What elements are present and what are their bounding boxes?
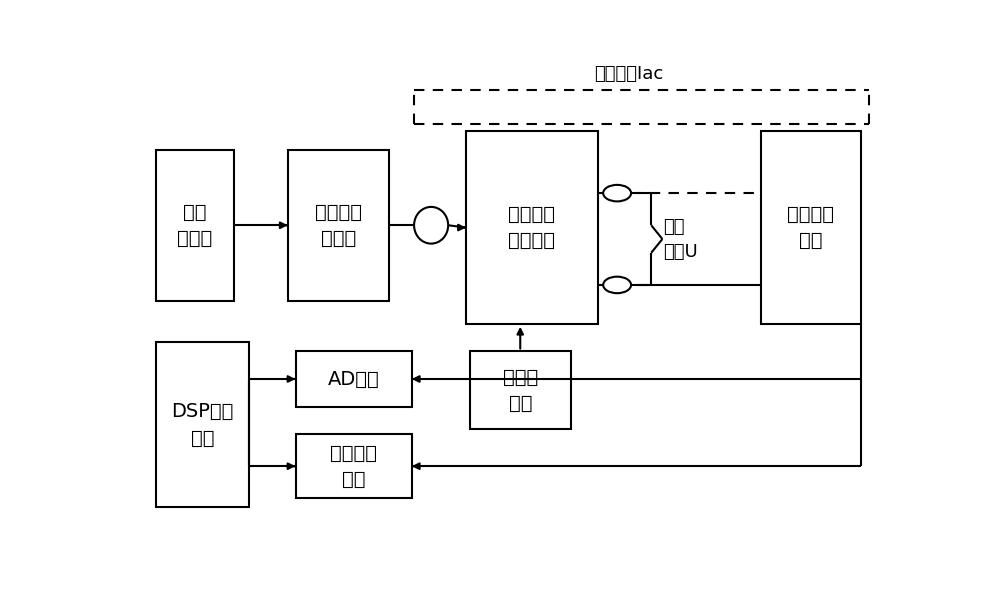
Text: 超磁致伸
缩换能器: 超磁致伸 缩换能器: [508, 205, 555, 250]
Text: 预应力
调节: 预应力 调节: [503, 368, 538, 413]
Bar: [466, 131, 598, 324]
Circle shape: [603, 277, 631, 293]
Text: 感应
电压U: 感应 电压U: [664, 218, 698, 260]
Text: 数字功率
放大器: 数字功率 放大器: [315, 203, 362, 248]
Bar: [761, 131, 861, 324]
Ellipse shape: [414, 207, 448, 244]
Bar: [288, 150, 388, 301]
Text: 信号
发生器: 信号 发生器: [177, 203, 212, 248]
Text: 驱动电流Iac: 驱动电流Iac: [594, 65, 663, 83]
Bar: [156, 150, 234, 301]
Text: DSP数据
处理: DSP数据 处理: [171, 402, 234, 448]
Bar: [156, 342, 249, 508]
Text: 过零捕获
电路: 过零捕获 电路: [330, 443, 377, 489]
Text: 信号调理
电路: 信号调理 电路: [787, 205, 834, 250]
Bar: [470, 352, 571, 430]
Bar: [296, 434, 412, 498]
Bar: [296, 352, 412, 406]
Circle shape: [603, 185, 631, 201]
Text: AD采样: AD采样: [328, 370, 380, 389]
